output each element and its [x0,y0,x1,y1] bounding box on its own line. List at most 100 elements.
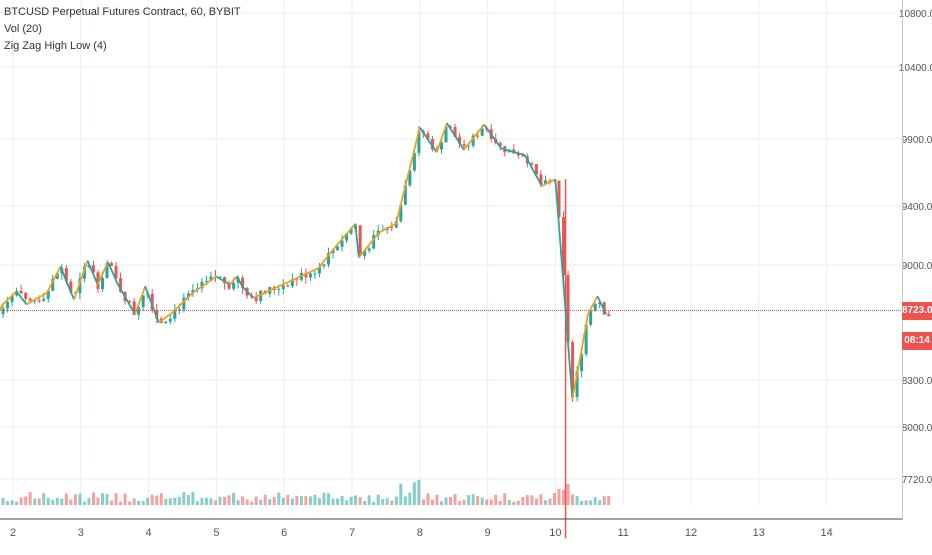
zigzag-segment [419,126,438,153]
zigzag-segment [134,286,147,315]
candle-body [186,293,190,298]
candle-body [408,170,412,186]
volume-bar [223,496,227,505]
volume-bar [417,479,421,505]
volume-bar [453,494,457,505]
volume-bar [78,493,82,505]
volume-bar [349,496,353,505]
candle-body [290,279,294,287]
volume-bar [580,500,584,505]
volume-bar [96,497,100,505]
candle-body [91,265,95,273]
volume-bar [37,498,41,505]
candle-body [331,250,335,254]
volume-bar [10,500,14,505]
candle-body [543,180,547,185]
candle-body [562,217,566,276]
volume-bar [191,492,195,505]
volume-bar [186,494,190,505]
candle-body [55,273,59,279]
volume-bar [326,493,330,505]
volume-bar [394,496,398,505]
candle-body [295,279,299,281]
volume-bar [19,497,23,505]
y-tick-label: 8300.0 [902,376,932,387]
candle-body [340,240,344,247]
volume-bar [548,498,552,505]
symbol-label[interactable]: BTCUSD Perpetual Futures Contract, 60, B… [4,6,241,18]
volume-bar [33,498,37,505]
candle-body [254,296,258,302]
zigzag-segment [334,223,357,248]
volume-bar [566,483,570,505]
volume-bar [598,500,602,505]
candle-body [286,285,290,287]
volume-bar [195,501,199,505]
zigzag-segment [2,290,18,306]
volume-indicator-label[interactable]: Vol (20) [4,23,42,35]
volume-bar [336,498,340,505]
zigzag-segment [435,122,448,153]
y-tick-label: 9900.0 [902,135,932,146]
candle-body [552,180,556,182]
volume-bar [46,497,50,505]
current-price-tag: 8723.0 [902,301,932,320]
volume-bar [200,498,204,505]
chart-legend: BTCUSD Perpetual Futures Contract, 60, B… [4,4,241,55]
candle-body [571,342,575,398]
volume-bar [159,493,163,505]
volume-bar [227,495,231,505]
volume-bar [471,494,475,505]
volume-bar [1,497,5,505]
volume-bar [150,494,154,505]
volume-bar [435,494,439,505]
candle-body [15,290,19,296]
zigzag-indicator-label[interactable]: Zig Zag High Low (4) [4,40,107,52]
candle-body [349,228,353,234]
candle-body [37,300,41,302]
volume-bar [55,497,59,505]
volume-bar [290,498,294,505]
x-tick-label: 3 [78,527,84,539]
volume-bar [87,498,91,505]
volume-bar [114,493,118,505]
volume-bar [345,500,349,505]
candle-body [33,300,37,302]
bar-countdown-tag: 08:14 [902,331,932,350]
volume-bar [539,494,543,505]
volume-bar [489,499,493,505]
price-axis[interactable] [902,0,932,520]
candle-body [467,145,471,147]
y-tick-label: 7720.0 [902,475,932,486]
volume-bar [607,495,611,505]
volume-bar [259,499,263,505]
zigzag-segment [235,276,245,289]
candle-body [277,289,281,291]
volume-bar [128,501,132,505]
grid [0,0,902,505]
volume-bar [408,492,412,505]
candle-body [164,321,168,323]
volume-bar [439,501,443,505]
volume-bar [313,494,317,505]
zigzag-segment [483,124,502,149]
zigzag-segment [215,275,231,286]
y-tick-label: 10400.0 [899,63,932,74]
volume-bar [268,499,272,505]
zigzag-segment [378,222,397,234]
candle-body [462,143,466,146]
candle-body [471,135,475,146]
candle-body [227,283,231,289]
volume-bar [507,500,511,505]
volume-bar [146,497,150,505]
volume-bar [241,496,245,505]
candle-body [557,180,561,218]
candle-body [322,264,326,267]
volume-bar [204,497,208,505]
volume-bar [236,500,240,505]
zigzag-segment [0,303,4,312]
volume-bar [272,497,276,505]
volume-bar [403,496,407,505]
